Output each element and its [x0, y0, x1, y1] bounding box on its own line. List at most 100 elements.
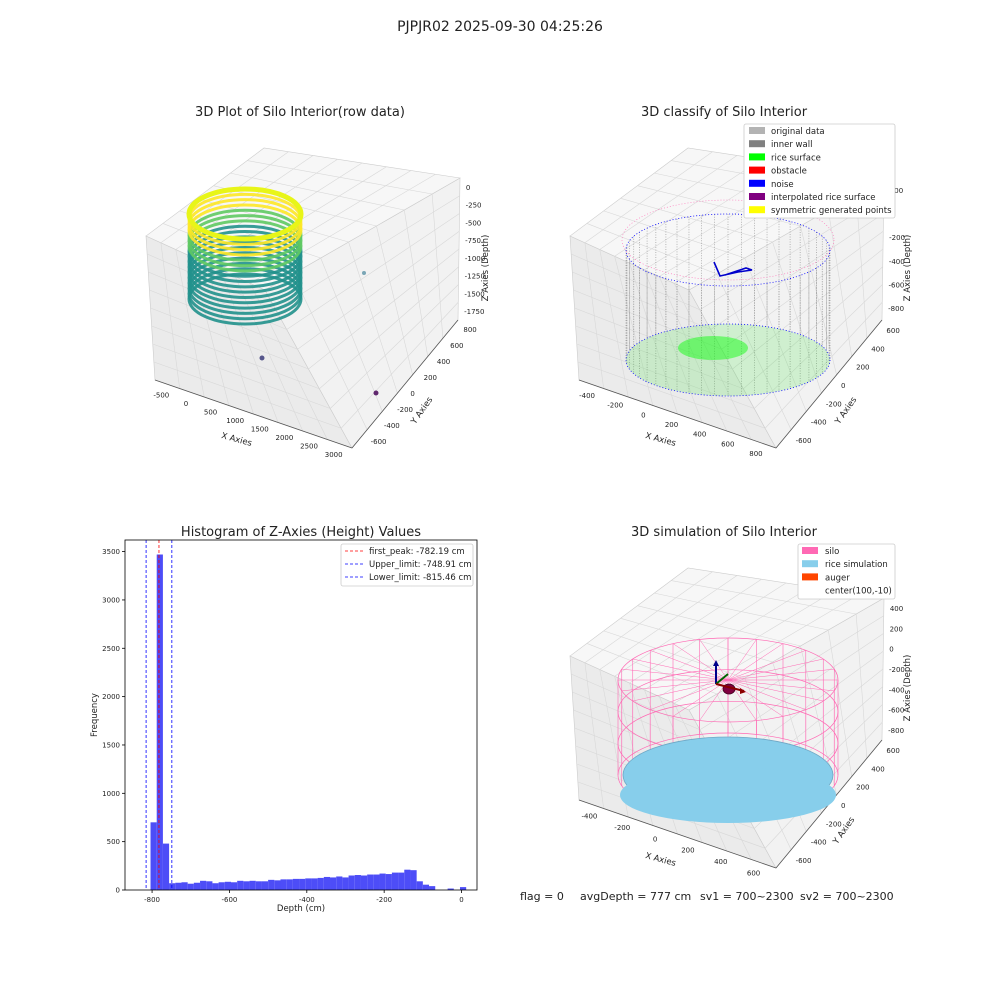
grid-line	[308, 248, 460, 370]
panel4-legend-label: center(100,-10)	[825, 587, 892, 597]
histogram-title: Histogram of Z-Axies (Height) Values	[181, 525, 421, 540]
panel1-xtick: 2000	[276, 434, 294, 442]
grid-line	[340, 302, 459, 429]
panel1-ztick: -1000	[465, 255, 485, 263]
panel2-ytick: 0	[841, 382, 845, 390]
histogram-bar	[373, 874, 380, 890]
panel1-ytick: -400	[384, 422, 400, 430]
panel2-xtick: 600	[721, 440, 734, 448]
panel2-legend-frame	[743, 123, 896, 219]
panel-raw-data: 3D Plot of Silo Interior(row data) -500 0…	[145, 105, 491, 459]
panel2-legend-label: interpolated rice surface	[771, 193, 876, 203]
histogram-xtick: -400	[299, 896, 315, 904]
panel4-ztick: 400	[890, 605, 903, 613]
histogram-ytick: 500	[107, 838, 120, 846]
panel2-ztick: -400	[889, 258, 905, 266]
panel2-legend-label: obstacle	[771, 167, 807, 177]
panel4-legend-swatch	[802, 560, 818, 568]
panel-simulation: 3D simulation of Silo Interior -400 -200 0…	[569, 525, 913, 877]
silo-top-spoke	[699, 639, 729, 681]
silo-top-spoke	[727, 639, 757, 681]
histogram-bar	[212, 883, 219, 890]
panel-classify: 3D classify of Silo Interior -400 -200 0 20…	[569, 105, 913, 458]
panel2-xlabel: X Axies	[644, 431, 677, 449]
panel1-xtick: 0	[184, 400, 188, 408]
panel2-ytick: -600	[796, 437, 812, 445]
histogram-ytick: 0	[116, 887, 120, 895]
panel2-legend-swatch	[749, 179, 765, 187]
panel2-legend-label: symmetric generated points	[771, 206, 892, 216]
panel2-legend-label: rice surface	[771, 153, 821, 163]
histogram-bar	[292, 878, 300, 890]
histogram-bar	[317, 877, 324, 890]
histogram-bar	[206, 881, 213, 890]
histogram-ytick: 3000	[102, 596, 120, 604]
interpolated-ring	[621, 199, 835, 281]
silo-top-spoke	[621, 679, 729, 692]
panel4-ytick: -600	[796, 857, 812, 865]
panel1-xtick: -500	[153, 391, 169, 399]
panel1-ztick: -1250	[465, 273, 485, 281]
panel2-legend-label: original data	[771, 127, 825, 137]
histogram-xtick: 0	[459, 896, 463, 904]
histogram-bar	[429, 886, 436, 890]
silo-top-spoke	[672, 643, 729, 681]
panel4-ytick: 600	[886, 747, 899, 755]
panel2-ytick: 400	[871, 345, 884, 353]
histogram-ytick: 2500	[102, 645, 120, 653]
panel-histogram: Histogram of Z-Axies (Height) Values -80…	[90, 525, 478, 914]
histogram-bar	[422, 884, 430, 890]
panel2-ytick: 600	[886, 327, 899, 335]
grid-line	[699, 615, 884, 731]
panel1-ytick: 600	[450, 342, 463, 350]
silo-top-spoke	[632, 658, 729, 681]
histogram-bar	[200, 880, 207, 890]
silo-top-spoke	[727, 679, 784, 717]
panel2-legend-swatch	[749, 153, 765, 161]
panel4-legend: silo rice simulation auger center(100,-10)	[797, 543, 896, 600]
histogram-xlabel: Depth (cm)	[277, 904, 325, 914]
panel4-ztick: -600	[888, 707, 904, 715]
silo-top-spoke	[727, 658, 824, 681]
panel4-ztick: 200	[890, 625, 903, 633]
histogram-bar	[299, 878, 306, 890]
histogram-bar	[385, 874, 392, 890]
panel2-legend-swatch	[749, 206, 765, 214]
histogram-bar	[243, 881, 250, 890]
histogram-xtick: -200	[376, 896, 392, 904]
grid-line	[319, 266, 459, 389]
histogram-bar	[274, 880, 281, 890]
histogram-bar	[156, 554, 163, 890]
histogram-ylabel: Frequency	[90, 693, 100, 737]
axis-arrow-x-head	[740, 688, 746, 694]
histogram-bar	[323, 876, 331, 890]
silo-top-spoke	[727, 679, 835, 692]
panel2-legend-swatch	[749, 193, 765, 200]
histogram-bar	[175, 882, 182, 890]
panel2-xtick: 800	[749, 450, 762, 458]
panel2-ytick: -200	[826, 400, 842, 408]
panel2-title: 3D classify of Silo Interior	[641, 105, 808, 120]
grid-line	[710, 213, 884, 330]
panel1-xlabel: X Axies	[220, 431, 253, 449]
histogram-legend-label: Lower_limit: -815.46 cm	[369, 573, 471, 583]
panel1-ztick: -500	[465, 219, 481, 227]
histogram-bar	[286, 879, 293, 890]
histogram-bar	[360, 875, 368, 890]
panel4-xlabel: X Axies	[644, 851, 677, 869]
histogram-bar	[181, 882, 188, 890]
panel4-legend-frame	[797, 543, 896, 600]
panel1-xtick: 1500	[251, 425, 269, 433]
panel1-ztick: -1750	[464, 308, 484, 316]
panel2-zlabel: Z Axies (Depth)	[903, 235, 913, 302]
axis-arrow-z-head	[713, 660, 719, 666]
silo-top-spoke	[632, 679, 729, 702]
histogram-bar	[348, 875, 355, 890]
histogram-bar	[416, 881, 423, 890]
panel2-ytick: 200	[856, 364, 869, 372]
panel2-legend-swatch	[749, 140, 765, 148]
grid-line	[584, 571, 713, 663]
panel2-xtick: -200	[607, 402, 623, 410]
noise-cluster	[713, 261, 753, 277]
